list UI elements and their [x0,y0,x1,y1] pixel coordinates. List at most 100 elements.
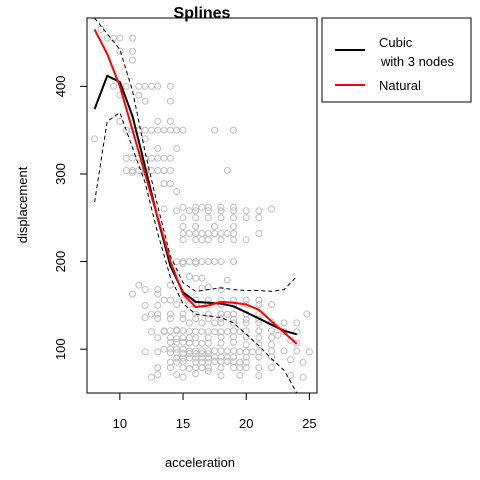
data-point [255,230,263,237]
data-point [179,236,187,244]
data-point [299,373,307,381]
data-point [230,126,238,134]
data-point [217,214,225,222]
data-point [173,188,181,195]
data-point [166,97,174,105]
series-line-natural [93,28,298,345]
data-point [255,296,263,304]
data-point [287,356,294,364]
data-point [154,334,162,342]
data-point [255,327,263,335]
data-point [230,207,238,215]
data-point [166,82,174,90]
data-point [242,319,250,327]
series-line-cubic-with-3-nodes [93,74,298,336]
data-point [179,310,187,318]
legend-label-natural: Natural [379,78,421,93]
data-point [198,274,206,282]
data-point [141,97,149,105]
data-point [204,354,212,362]
data-point [223,276,231,284]
data-point [242,207,250,215]
legend-label-cubic-line2: with 3 nodes [380,54,454,69]
data-point [204,334,212,342]
y-axis-label: displacement [15,166,30,243]
data-point [192,370,200,378]
data-point [204,367,212,375]
data-point [268,353,275,361]
data-point [255,319,263,327]
data-point [148,328,155,336]
data-point [129,56,136,64]
data-point [230,258,238,266]
data-point [154,290,162,298]
series-line-upper-band [94,17,298,292]
data-point [217,258,225,266]
data-point [255,301,263,308]
x-tick-label: 15 [176,416,190,431]
data-point [141,301,149,309]
data-point [122,82,130,90]
data-point [242,296,250,304]
y-tick-label: 300 [53,163,68,185]
data-point [204,358,212,366]
data-point [192,259,200,267]
data-point [154,371,162,379]
data-point [173,371,181,379]
data-point [179,223,187,230]
data-point [198,319,206,327]
data-point [110,82,117,90]
data-point [230,319,238,327]
data-point [166,281,174,289]
data-point [230,203,238,211]
spline-lines [93,17,298,394]
data-point [192,334,200,342]
data-point [242,315,250,323]
data-point [217,372,225,379]
data-point [185,273,193,280]
data-point [217,236,225,244]
data-point [293,319,301,327]
data-point [255,348,263,356]
data-point [135,91,143,99]
data-point [154,117,162,125]
data-point [293,347,301,355]
data-point [255,214,263,222]
data-point [230,236,238,244]
data-point [141,135,149,143]
y-tick-label: 100 [53,338,68,360]
data-point [217,286,225,294]
data-point [141,314,149,322]
data-point [230,338,238,346]
y-axis: 100 200 300 400 [53,75,88,360]
data-point [179,315,187,322]
legend: Cubic with 3 nodes Natural [321,17,472,103]
data-point [185,319,193,327]
data-point [148,373,155,381]
data-point [242,236,250,244]
data-point [242,341,250,349]
data-point [154,364,162,372]
data-point [255,364,263,372]
data-point [141,348,149,356]
data-point [280,347,288,355]
data-point [204,350,212,358]
data-point [166,167,174,174]
x-tick-label: 25 [302,416,316,431]
data-point [179,214,187,222]
data-point [274,331,282,339]
data-point [173,145,181,152]
data-point [204,339,212,347]
data-point [173,358,181,366]
data-point [230,315,238,323]
data-point [268,334,275,342]
data-point [154,286,162,294]
data-point [166,180,174,188]
data-point [217,364,225,372]
data-point [255,372,263,379]
y-tick-label: 400 [53,75,68,97]
data-point [166,315,174,322]
data-point [116,47,124,55]
data-point [154,301,162,309]
data-point [255,207,263,215]
